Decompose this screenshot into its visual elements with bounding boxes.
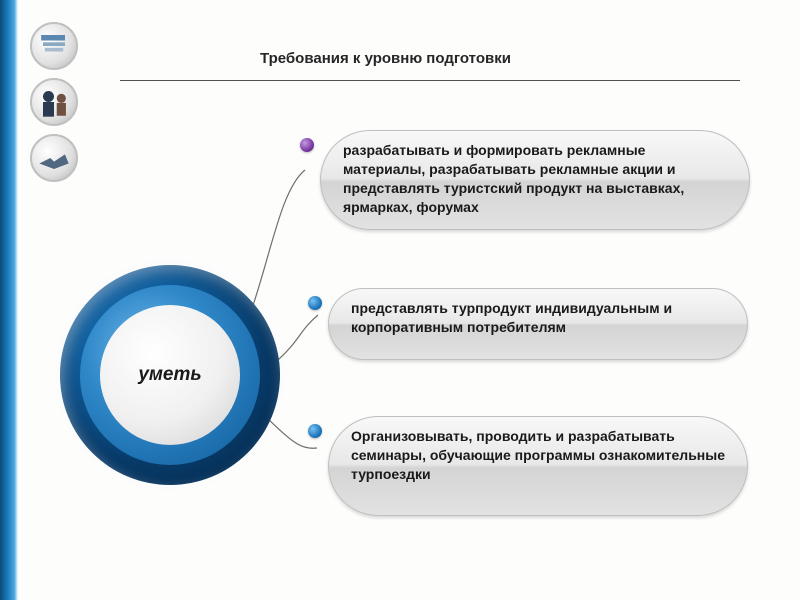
branch-pill: Организовывать, проводить и разрабатыват… <box>328 416 748 516</box>
branch-pill: разрабатывать и формировать рекламные ма… <box>320 130 750 230</box>
thumb-handshake-icon <box>30 134 78 182</box>
branch-item-2: представлять турпродукт индивидуальным и… <box>308 288 758 360</box>
left-accent-bar <box>0 0 18 600</box>
central-hub: уметь <box>60 265 280 485</box>
hub-ring-inner: уметь <box>100 305 240 445</box>
hub-label: уметь <box>138 364 201 386</box>
title-underline <box>120 80 740 81</box>
branch-text: представлять турпродукт индивидуальным и… <box>351 300 672 335</box>
thumb-documents-icon <box>30 22 78 70</box>
branch-pill: представлять турпродукт индивидуальным и… <box>328 288 748 360</box>
branch-item-3: Организовывать, проводить и разрабатыват… <box>308 416 758 516</box>
branch-item-1: разрабатывать и формировать рекламные ма… <box>300 130 760 230</box>
thumb-people-icon <box>30 78 78 126</box>
branch-dot-icon <box>300 138 314 152</box>
branch-text: разрабатывать и формировать рекламные ма… <box>343 142 684 215</box>
branch-text: Организовывать, проводить и разрабатыват… <box>351 428 725 482</box>
branch-dot-icon <box>308 424 322 438</box>
slide-title: Требования к уровню подготовки <box>260 50 511 67</box>
thumbnail-column <box>30 22 78 182</box>
branch-dot-icon <box>308 296 322 310</box>
